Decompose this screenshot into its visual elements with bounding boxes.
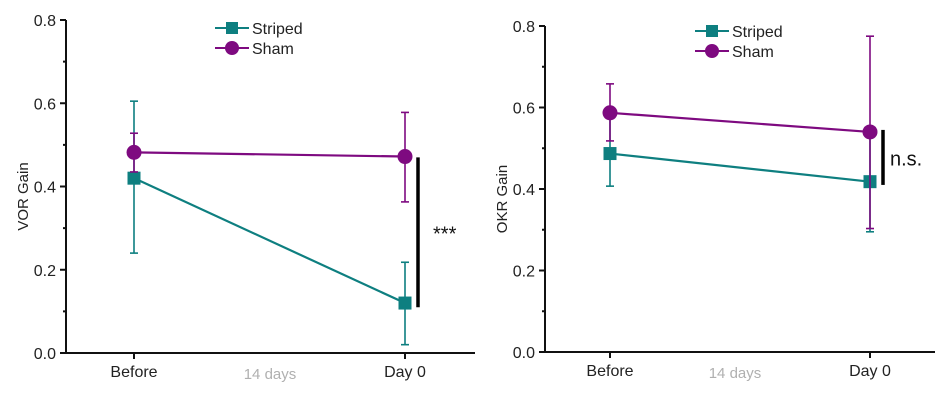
y-tick-label: 0.8 xyxy=(513,19,535,36)
y-tick-label: 0.4 xyxy=(34,180,56,197)
data-point-circle xyxy=(397,149,413,165)
legend-label: Sham xyxy=(252,41,294,58)
y-tick-label: 0.6 xyxy=(34,96,56,113)
legend: Striped Sham xyxy=(215,21,303,58)
y-tick-label: 0.6 xyxy=(513,101,535,118)
x-tick-label: Before xyxy=(586,363,633,380)
legend-label: Striped xyxy=(732,24,783,41)
series-striped xyxy=(127,100,412,346)
y-tick-label: 0.2 xyxy=(34,263,56,280)
series-sham xyxy=(126,111,413,203)
chart-panel-okr: 0.0 0.2 0.4 0.6 0.8 OKR Gain Before Day 0 14 day… xyxy=(494,19,935,382)
significance-label: n.s. xyxy=(890,148,922,170)
legend-marker-circle xyxy=(705,44,719,58)
data-point-square xyxy=(398,296,412,310)
x-tick-label: Day 0 xyxy=(384,364,426,381)
series-sham xyxy=(602,35,878,230)
legend-label: Striped xyxy=(252,21,303,38)
y-tick-label: 0.2 xyxy=(513,264,535,281)
interval-label: 14 days xyxy=(709,365,762,382)
x-tick-label: Day 0 xyxy=(849,363,891,380)
y-tick-label: 0.4 xyxy=(513,182,535,199)
y-axis-title: VOR Gain xyxy=(15,162,32,230)
legend-marker-square xyxy=(706,25,718,37)
interval-label: 14 days xyxy=(244,366,297,383)
chart-panel-vor: 0.0 0.2 0.4 0.6 0.8 VOR Gain Before Day 0 14 day… xyxy=(15,13,475,383)
y-axis-title: OKR Gain xyxy=(494,165,511,233)
data-point-square xyxy=(127,171,141,185)
significance-label: *** xyxy=(433,223,457,245)
y-tick-label: 0.0 xyxy=(34,346,56,363)
legend: Striped Sham xyxy=(695,24,783,61)
legend-marker-square xyxy=(226,22,238,34)
y-tick-label: 0.0 xyxy=(513,345,535,362)
data-point-circle xyxy=(862,124,878,140)
y-tick-label: 0.8 xyxy=(34,13,56,30)
data-point-square xyxy=(603,147,617,161)
legend-label: Sham xyxy=(732,44,774,61)
x-tick-label: Before xyxy=(110,364,157,381)
series-line xyxy=(609,152,871,183)
legend-marker-circle xyxy=(225,41,239,55)
series-line xyxy=(133,177,406,305)
series-striped xyxy=(603,116,877,233)
data-point-circle xyxy=(602,105,618,121)
series-line xyxy=(609,111,871,134)
data-point-circle xyxy=(126,144,142,160)
series-line xyxy=(133,151,406,158)
